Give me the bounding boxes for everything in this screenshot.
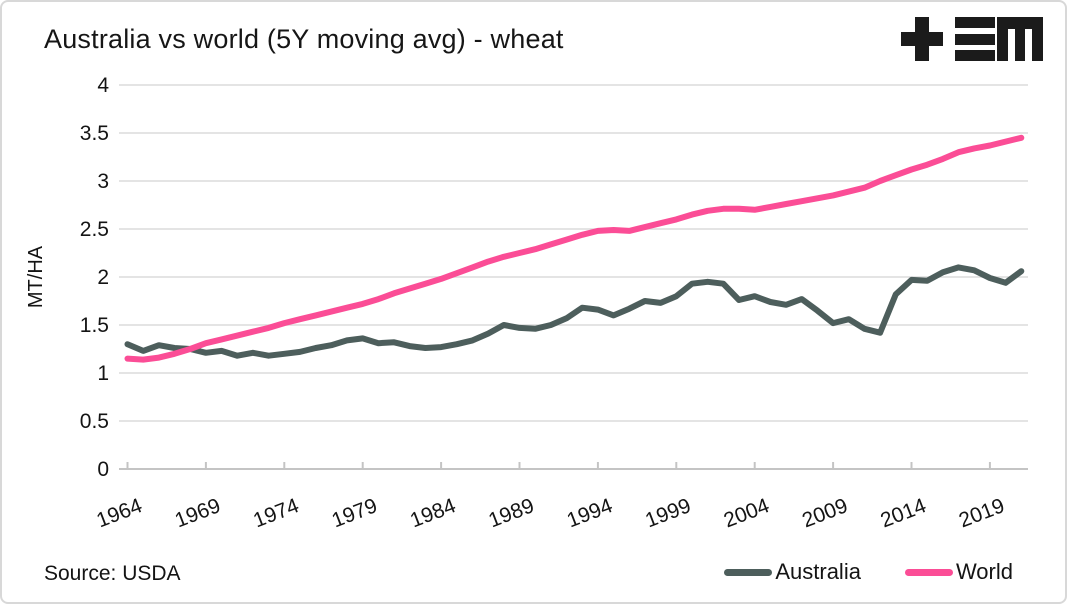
legend: Australia World <box>724 559 1013 585</box>
x-tick-label: 1974 <box>250 494 302 532</box>
x-tick-label: 1999 <box>642 494 694 532</box>
x-tick-label: 1994 <box>564 494 616 532</box>
series-line-world <box>124 134 1025 363</box>
y-tick-label: 3 <box>97 170 109 193</box>
y-tick-label: 2.5 <box>80 218 109 241</box>
y-tick-label: 2 <box>97 266 109 289</box>
australia-line-swatch <box>724 568 773 576</box>
x-tick-label: 1984 <box>407 494 459 532</box>
y-tick-label: 4 <box>97 74 109 97</box>
x-tick-label: 2019 <box>956 494 1008 532</box>
x-tick-label: 1979 <box>329 494 381 532</box>
tem-logo-icon <box>901 17 1043 61</box>
y-tick-label: 1.5 <box>80 314 109 337</box>
y-tick-label: 3.5 <box>80 122 109 145</box>
x-tick-label: 1989 <box>485 494 537 532</box>
series-line-australia <box>124 264 1025 359</box>
x-tick-label: 2004 <box>721 494 773 532</box>
x-tick-label: 1969 <box>172 494 224 532</box>
x-tick-label: 1964 <box>93 494 145 532</box>
legend-label-world: World <box>955 559 1013 584</box>
source-note: Source: USDA <box>44 562 181 585</box>
y-tick-label: 1 <box>97 362 109 385</box>
chart-title: Australia vs world (5Y moving avg) - whe… <box>44 24 564 54</box>
legend-label-australia: Australia <box>775 559 861 584</box>
legend-item-world: World <box>904 559 1013 585</box>
legend-item-australia: Australia <box>724 559 861 585</box>
x-tick-label: 2009 <box>799 494 851 532</box>
y-tick-label: 0.5 <box>80 410 109 433</box>
y-tick-label: 0 <box>97 458 109 481</box>
y-axis-label: MT/HA <box>25 245 47 308</box>
world-line-swatch <box>904 568 953 576</box>
x-tick-label: 2014 <box>877 494 929 532</box>
